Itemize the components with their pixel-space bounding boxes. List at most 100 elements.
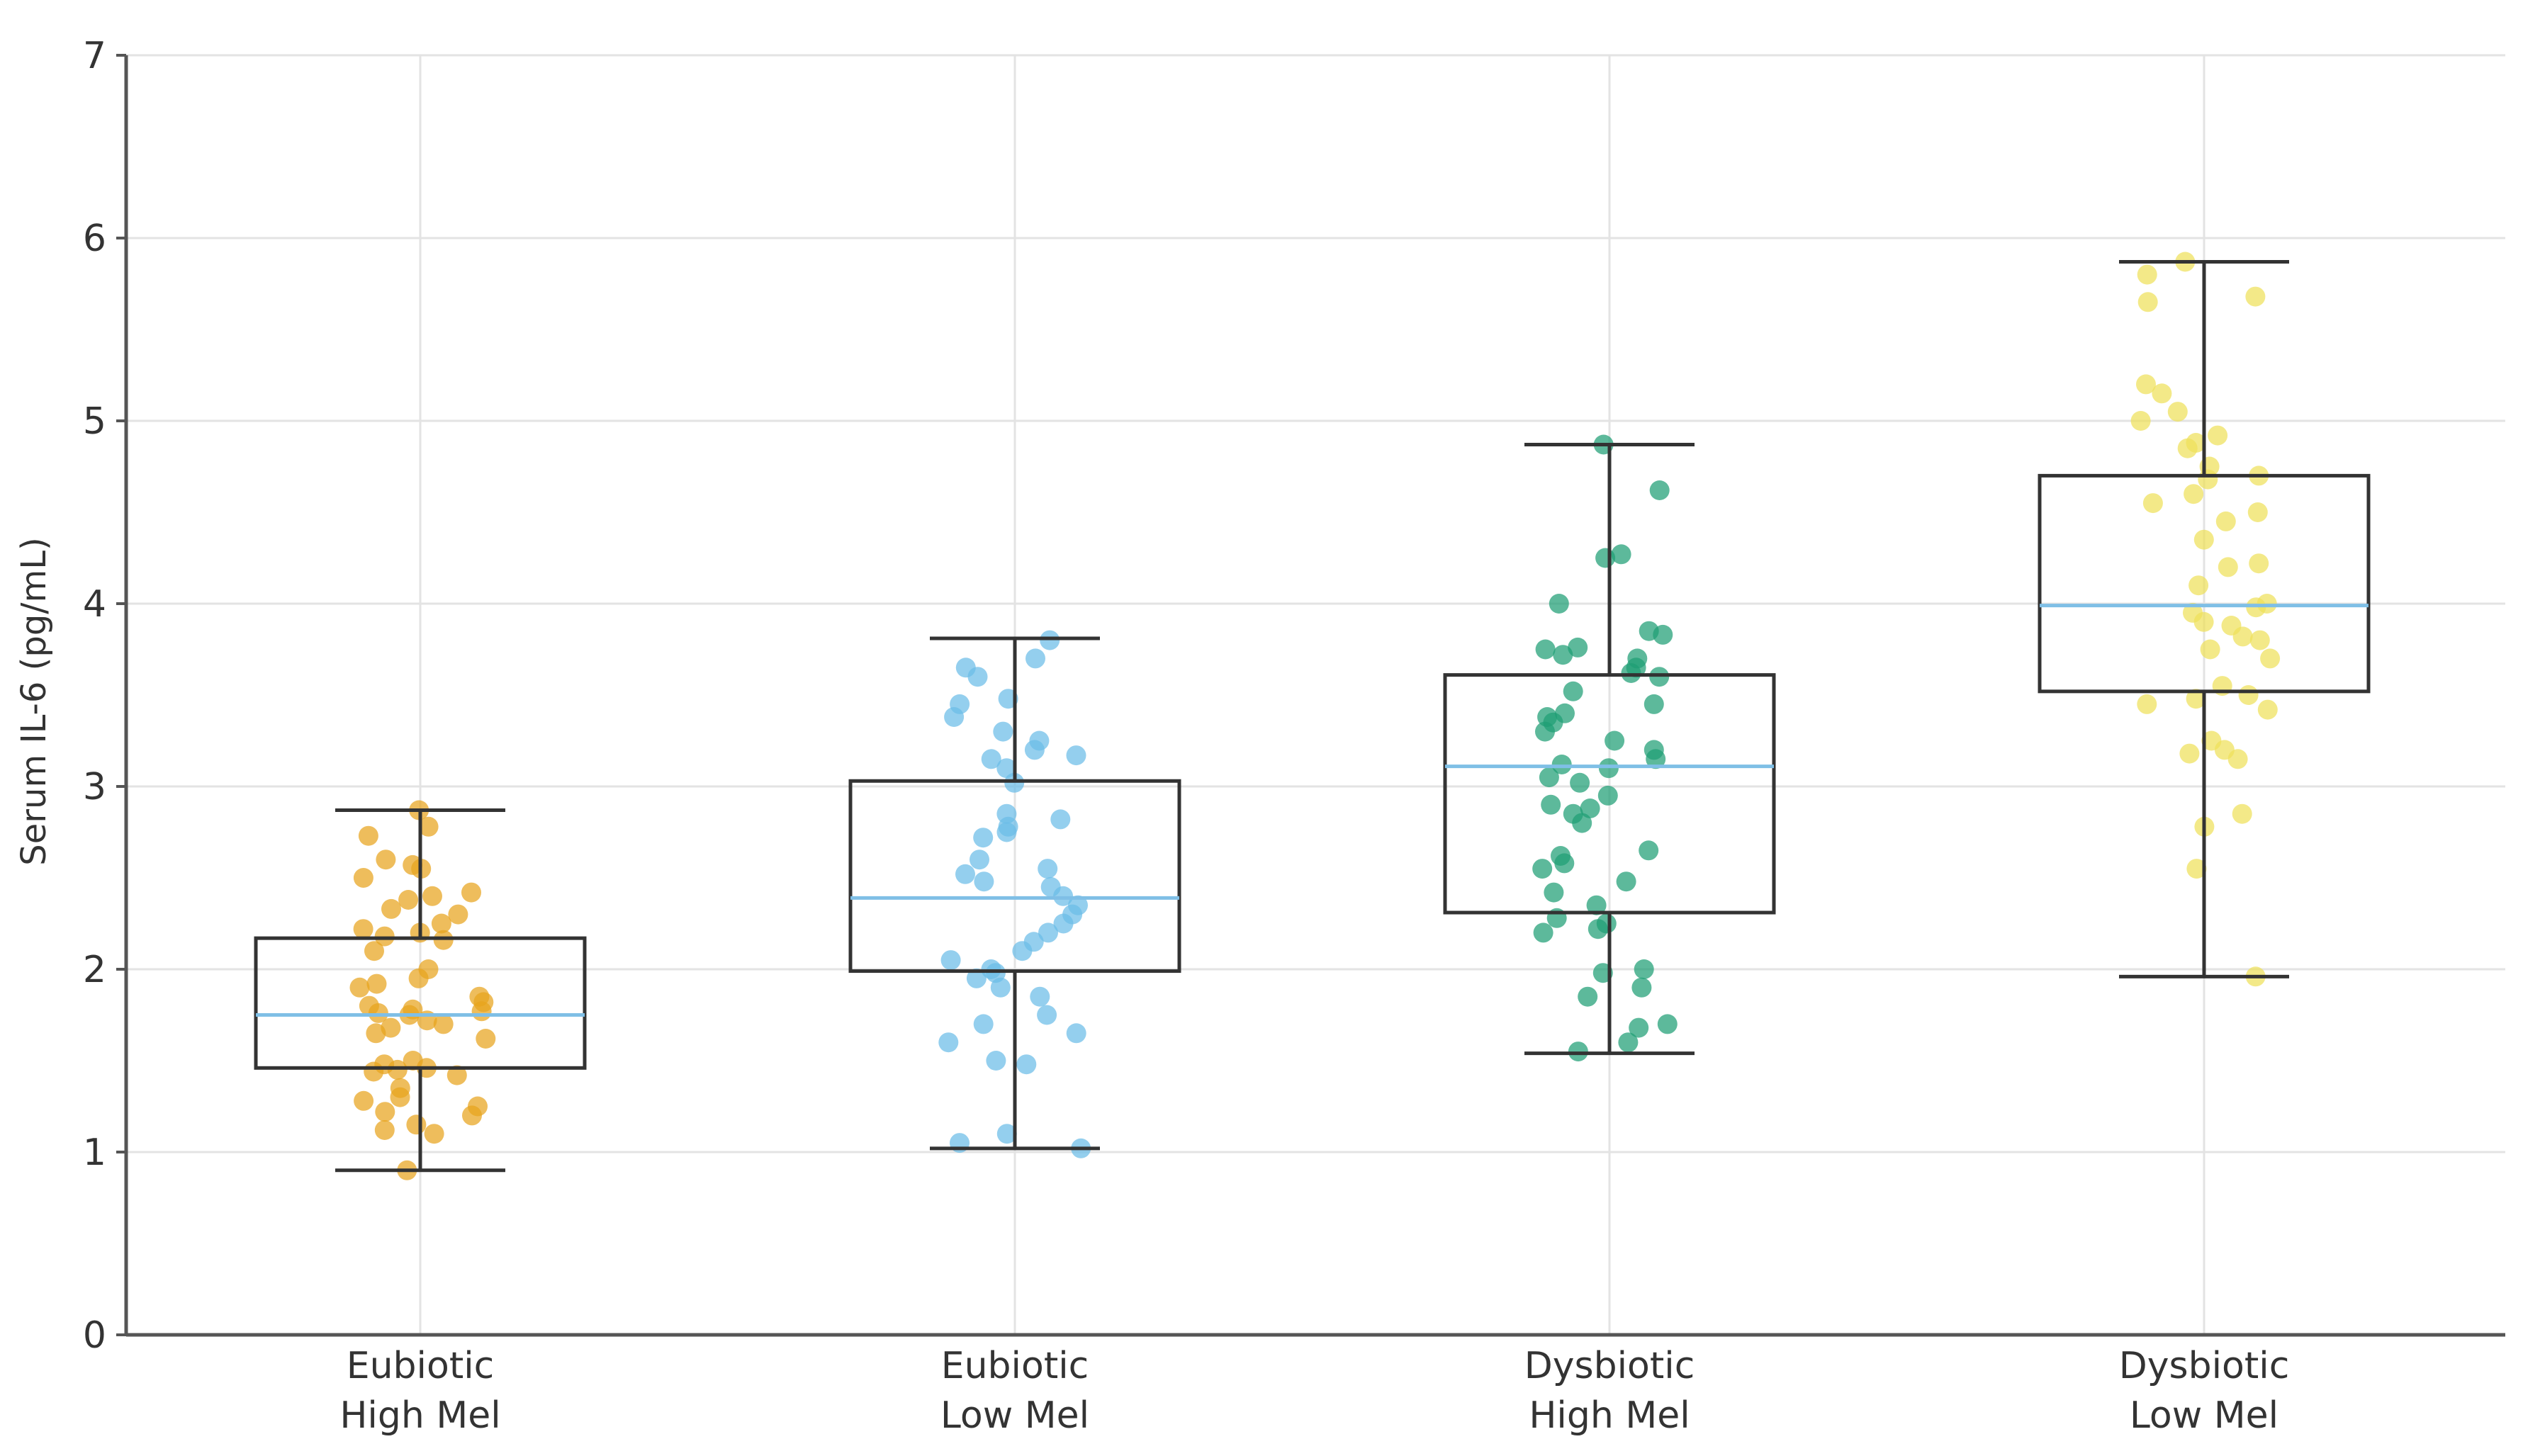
data-point (358, 825, 378, 846)
data-point (387, 1059, 408, 1080)
y-axis-title: Serum IL-6 (pg/mL) (14, 537, 54, 865)
y-tick-label: 1 (83, 1131, 106, 1174)
data-point (1572, 813, 1592, 833)
y-tick-label: 7 (83, 35, 106, 77)
data-point (2247, 502, 2268, 522)
data-point (366, 1023, 386, 1044)
data-point (353, 868, 373, 888)
data-point (1012, 941, 1033, 961)
data-point (476, 1029, 496, 1049)
data-point (1643, 694, 1664, 714)
data-point (462, 1105, 482, 1126)
data-point (368, 1003, 388, 1023)
data-point (1053, 913, 1074, 934)
data-point (967, 667, 988, 687)
data-point (1586, 895, 1607, 915)
data-point (354, 1090, 374, 1111)
data-point (375, 1102, 395, 1122)
data-point (1016, 1054, 1037, 1075)
data-point (448, 904, 468, 925)
data-point (1038, 922, 1058, 943)
data-point (974, 871, 994, 892)
data-point (940, 950, 961, 971)
data-point (1024, 740, 1045, 760)
data-point (986, 1051, 1006, 1071)
y-tick-label: 4 (83, 583, 106, 626)
data-point (364, 941, 384, 961)
data-point (2177, 438, 2198, 458)
data-point (1549, 594, 1569, 614)
data-point (422, 886, 442, 906)
x-tick-label: Dysbiotic (2119, 1345, 2290, 1387)
x-tick-label: Dysbiotic (1524, 1345, 1695, 1387)
data-point (1631, 977, 1652, 998)
data-point (1595, 548, 1616, 568)
data-point (1598, 758, 1619, 779)
data-point (1541, 794, 1561, 815)
x-tick-label: Low Mel (2130, 1394, 2278, 1437)
data-point (2198, 469, 2218, 490)
data-point (2137, 292, 2158, 312)
data-point (353, 919, 373, 939)
data-point (1618, 1032, 1639, 1053)
data-point (2238, 685, 2259, 705)
data-point (2188, 575, 2209, 596)
data-point (2227, 749, 2248, 769)
y-tick-label: 5 (83, 400, 106, 443)
data-point (966, 968, 987, 988)
data-point (1588, 919, 1608, 939)
data-point (398, 890, 419, 910)
data-point (1634, 959, 1654, 979)
data-point (418, 816, 439, 837)
x-tick-label: Low Mel (940, 1394, 1089, 1437)
data-point (2257, 699, 2278, 720)
data-point (1539, 767, 1559, 788)
x-tick-label: Eubiotic (941, 1345, 1089, 1387)
data-point (366, 974, 387, 994)
data-point (2167, 402, 2188, 422)
data-point (381, 898, 401, 919)
y-tick-label: 6 (83, 218, 106, 260)
box (1443, 673, 1776, 915)
data-point (2200, 639, 2220, 660)
data-point (2249, 553, 2269, 574)
box-plots (254, 260, 2371, 1173)
data-point (2184, 484, 2204, 504)
data-point (2193, 529, 2214, 550)
data-point (1535, 721, 1555, 742)
data-point (390, 1087, 410, 1107)
data-point (993, 721, 1013, 742)
data-point (1578, 986, 1598, 1007)
data-point (1621, 663, 1641, 683)
y-tick-label: 3 (83, 766, 106, 808)
data-point (1653, 624, 1673, 645)
data-point (471, 1001, 492, 1022)
data-point (433, 930, 454, 950)
data-point (944, 707, 965, 727)
data-point (374, 1120, 395, 1140)
data-point (1649, 480, 1670, 500)
data-point (1568, 1042, 1588, 1062)
data-point (408, 968, 429, 988)
data-point (2215, 511, 2236, 531)
data-point (996, 758, 1017, 779)
data-point (938, 1032, 959, 1053)
y-tick-label: 2 (83, 949, 106, 991)
data-point (1629, 1017, 1649, 1038)
data-point (406, 1114, 427, 1135)
box (2038, 473, 2371, 694)
data-point (1544, 882, 1564, 903)
data-point (349, 977, 370, 998)
data-point (1066, 745, 1086, 766)
data-point (1533, 922, 1553, 943)
data-point (433, 1014, 454, 1034)
box (848, 779, 1181, 974)
data-point (1639, 840, 1659, 861)
data-point (431, 913, 451, 934)
data-point (2260, 648, 2281, 669)
data-point (2246, 597, 2266, 618)
data-point (381, 1017, 401, 1038)
data-point (1597, 785, 1618, 806)
data-point (2193, 611, 2214, 632)
